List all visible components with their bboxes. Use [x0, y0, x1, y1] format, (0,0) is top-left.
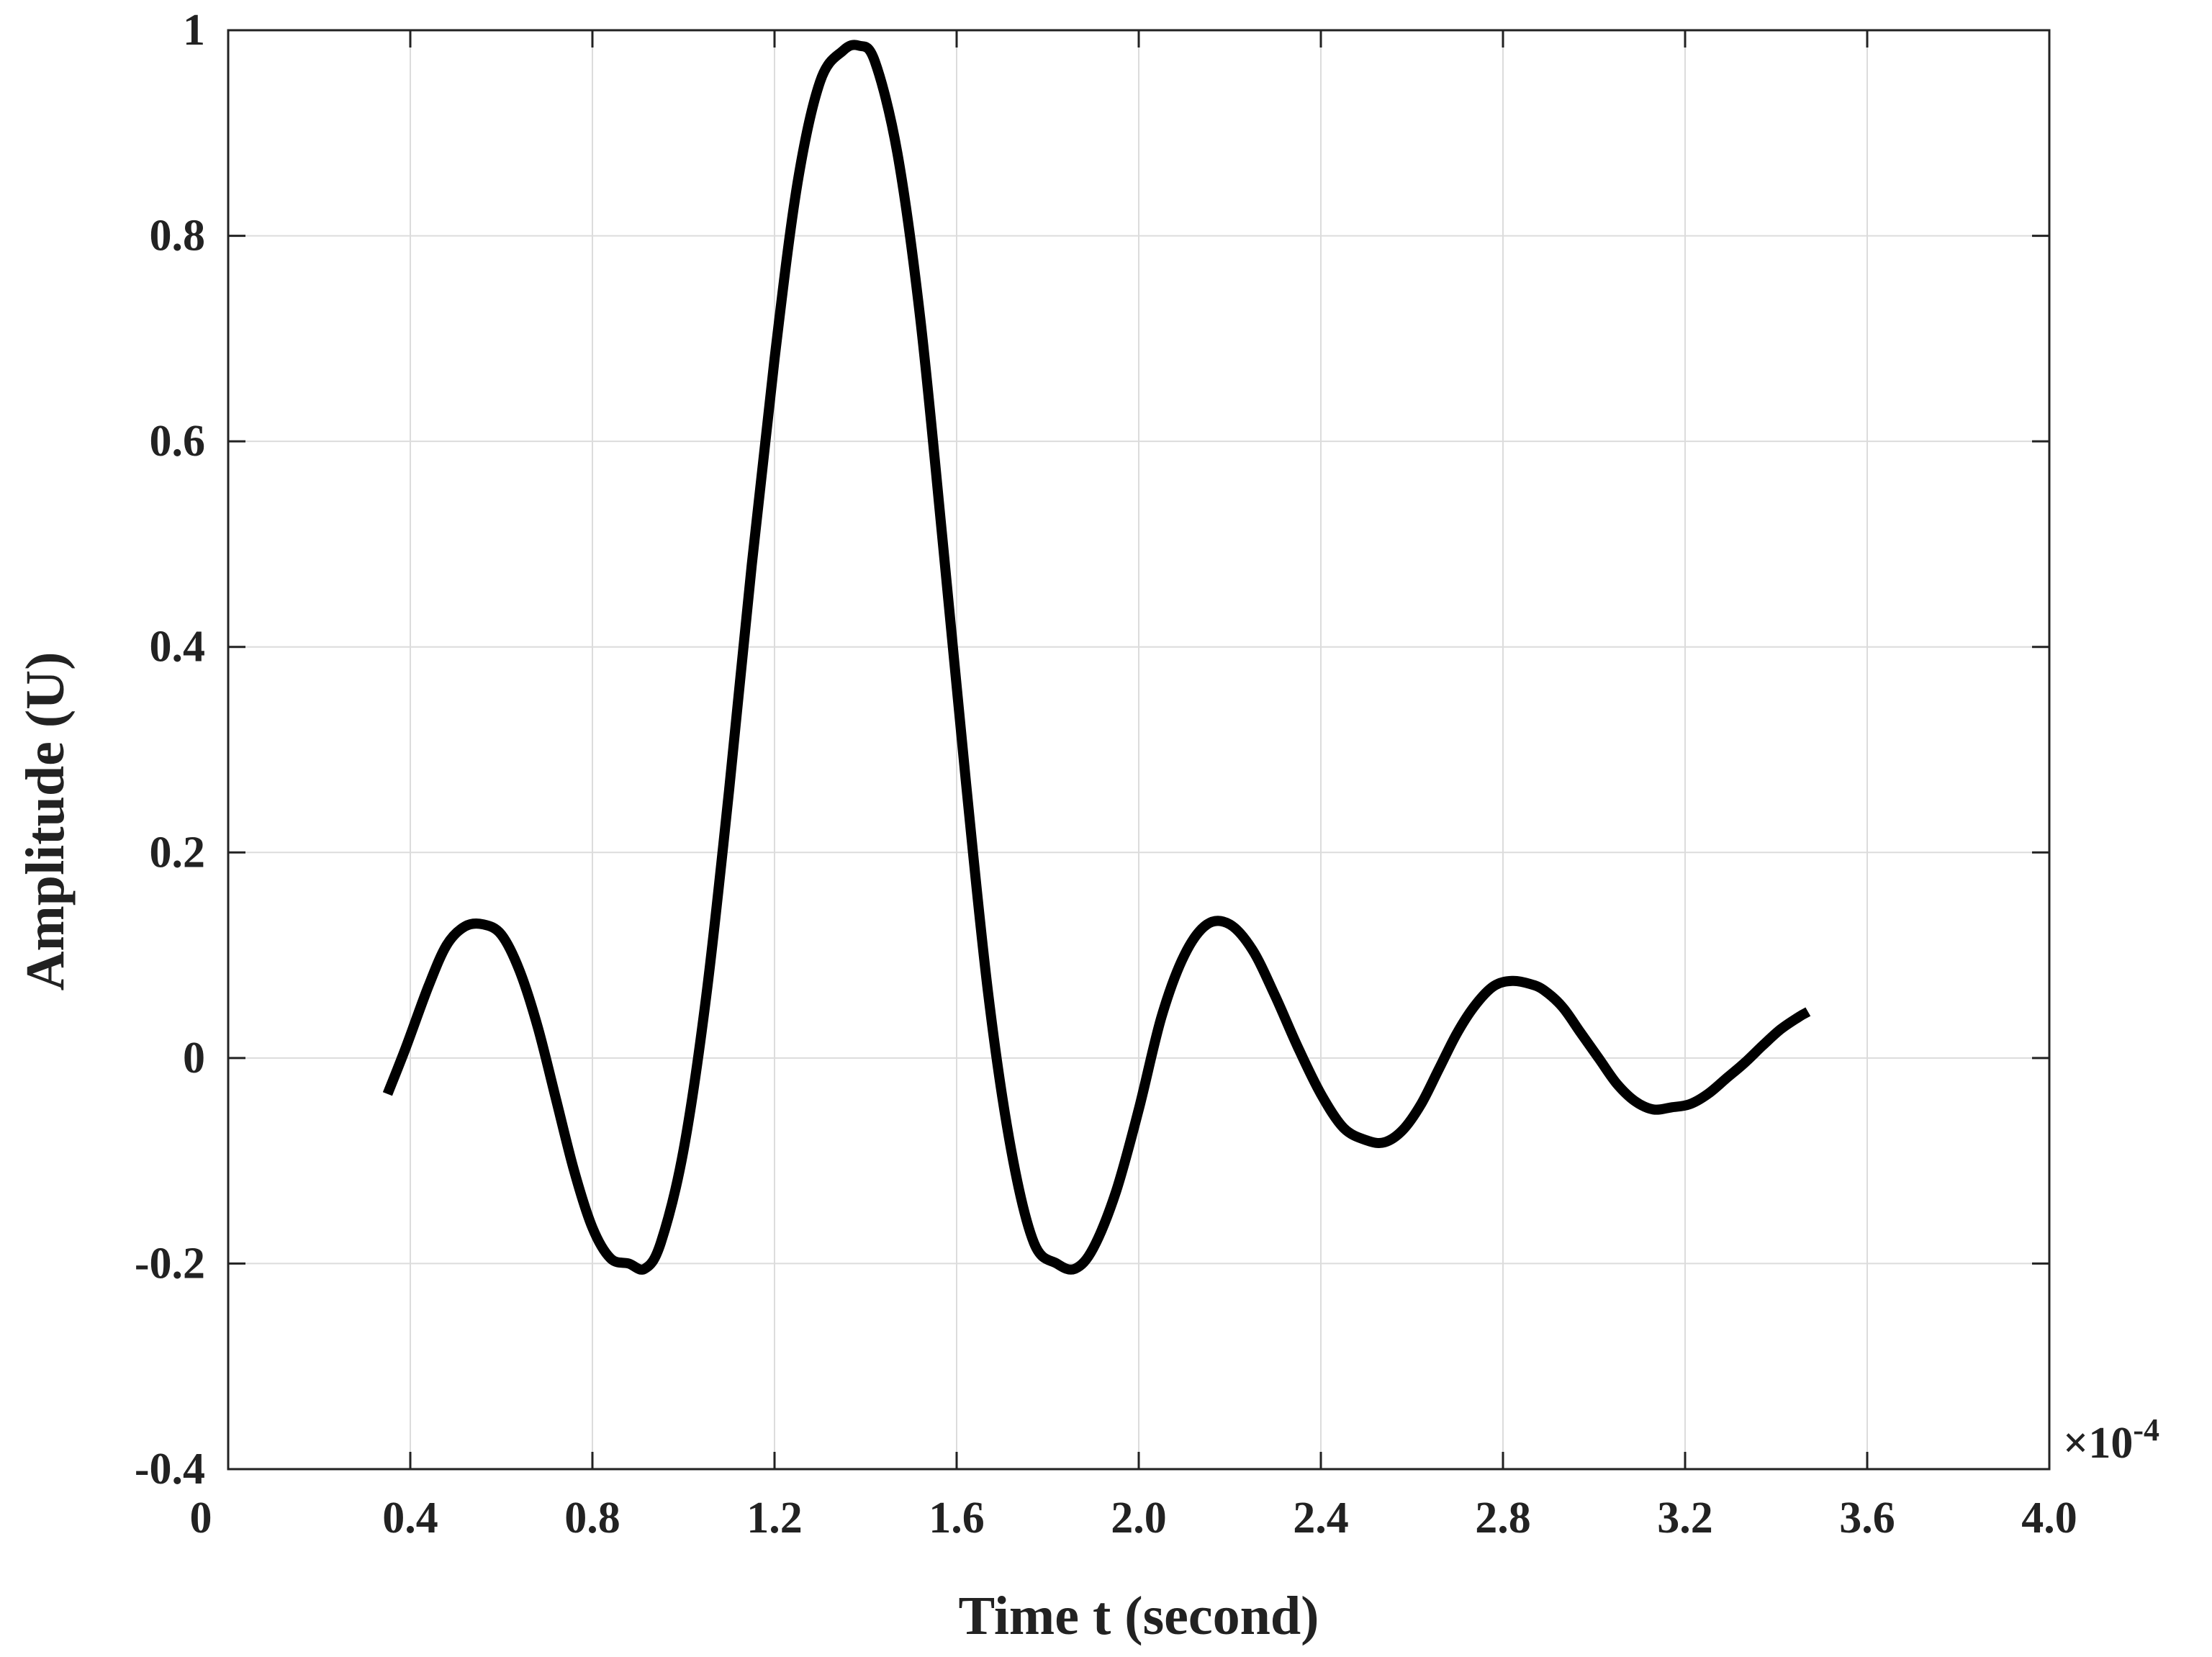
y-tick-labels: -0.4 -0.2 0 0.2 0.4 0.6 0.8 1: [135, 6, 205, 1494]
x-tick-label: 2.4: [1293, 1494, 1349, 1543]
x-axis-multiplier-base: ×10: [2063, 1419, 2133, 1468]
y-tick-label: -0.4: [135, 1445, 205, 1494]
x-tick-label: 0: [190, 1494, 212, 1543]
plot-frame: [227, 29, 2051, 1471]
y-tick-label: -0.2: [135, 1239, 205, 1288]
series-line: [382, 40, 1811, 1275]
x-tick-label: 0.8: [564, 1494, 620, 1543]
y-tick-label: 0.8: [150, 212, 206, 261]
x-tick-label: 2.8: [1475, 1494, 1531, 1543]
y-tick-label: 0: [183, 1034, 205, 1083]
x-tick-label: 3.6: [1839, 1494, 1895, 1543]
y-tick-label: 0.4: [150, 623, 206, 672]
y-tick-label: 0.6: [150, 417, 206, 466]
x-tick-label: 0.4: [382, 1494, 438, 1543]
series-layer: [382, 40, 1811, 1275]
x-axis-title: Time t (second): [959, 1586, 1319, 1646]
x-tick-labels: 0 0.4 0.8 1.2 1.6 2.0 2.4 2.8 3.2 3.6 4.0: [190, 1494, 2077, 1543]
x-tick-label: 4.0: [2021, 1494, 2077, 1543]
x-axis-multiplier: ×10-4: [2063, 1412, 2159, 1468]
x-tick-label: 1.6: [929, 1494, 985, 1543]
x-axis-multiplier-exponent: -4: [2133, 1412, 2159, 1448]
x-tick-label: 1.2: [746, 1494, 803, 1543]
x-tick-label: 2.0: [1111, 1494, 1167, 1543]
y-axis-title: Amplitude (U): [15, 652, 76, 991]
y-tick-label: 0.2: [150, 828, 206, 877]
y-tick-label: 1: [183, 6, 205, 55]
x-tick-label: 3.2: [1657, 1494, 1713, 1543]
